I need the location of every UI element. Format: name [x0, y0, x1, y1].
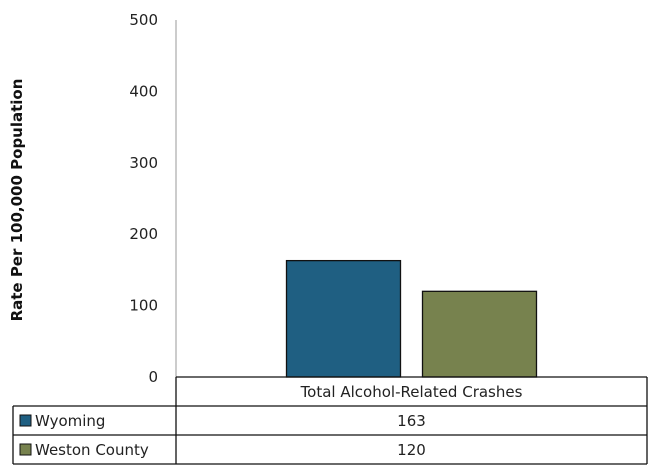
legend-entry: Weston County: [35, 441, 149, 459]
y-tick-label: 500: [129, 11, 158, 29]
y-tick-label: 400: [129, 82, 158, 100]
legend-swatch: [19, 443, 32, 456]
y-tick-label: 200: [129, 225, 158, 243]
bar-wyoming: [285, 259, 402, 378]
legend-swatch: [19, 414, 32, 427]
legend-entry: Wyoming: [35, 412, 105, 430]
data-label: 163: [397, 412, 426, 430]
table-header-category: Total Alcohol-Related Crashes: [300, 383, 523, 401]
y-tick-label: 300: [129, 154, 158, 172]
bar-weston-county: [421, 290, 538, 378]
data-label: 120: [397, 441, 426, 459]
y-axis-label: Rate Per 100,000 Population: [8, 79, 26, 322]
y-tick-label: 0: [148, 368, 158, 386]
y-tick-label: 100: [129, 297, 158, 315]
